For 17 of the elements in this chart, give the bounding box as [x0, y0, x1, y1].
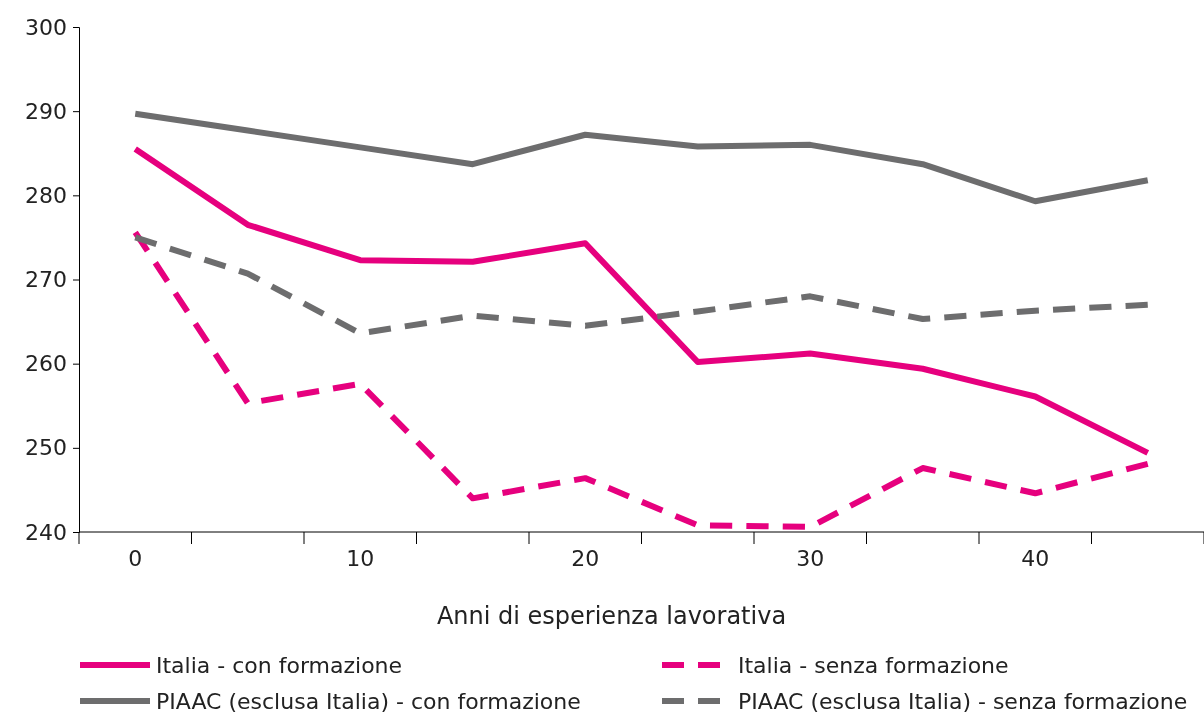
- y-tick-label: 280: [25, 182, 67, 208]
- x-tick-label: 40: [1021, 545, 1050, 571]
- x-tick-label: 0: [128, 545, 143, 571]
- legend-label: Italia - con formazione: [156, 653, 403, 678]
- y-tick-label: 300: [25, 14, 67, 40]
- x-tick-label: 30: [796, 545, 825, 571]
- x-axis-title: Anni di esperienza lavorativa: [436, 602, 787, 630]
- y-tick-label: 270: [25, 267, 67, 293]
- y-tick-label: 250: [25, 435, 67, 461]
- x-tick-label: 10: [346, 545, 375, 571]
- legend-label: PIAAC (esclusa Italia) - senza formazione: [738, 689, 1188, 714]
- y-tick-label: 240: [25, 519, 67, 545]
- x-tick-label: 20: [571, 545, 600, 571]
- y-tick-label: 290: [25, 98, 67, 124]
- y-tick-label: 260: [25, 351, 67, 377]
- legend-label: PIAAC (esclusa Italia) - con formazione: [156, 689, 581, 714]
- legend-label: Italia - senza formazione: [738, 653, 1009, 678]
